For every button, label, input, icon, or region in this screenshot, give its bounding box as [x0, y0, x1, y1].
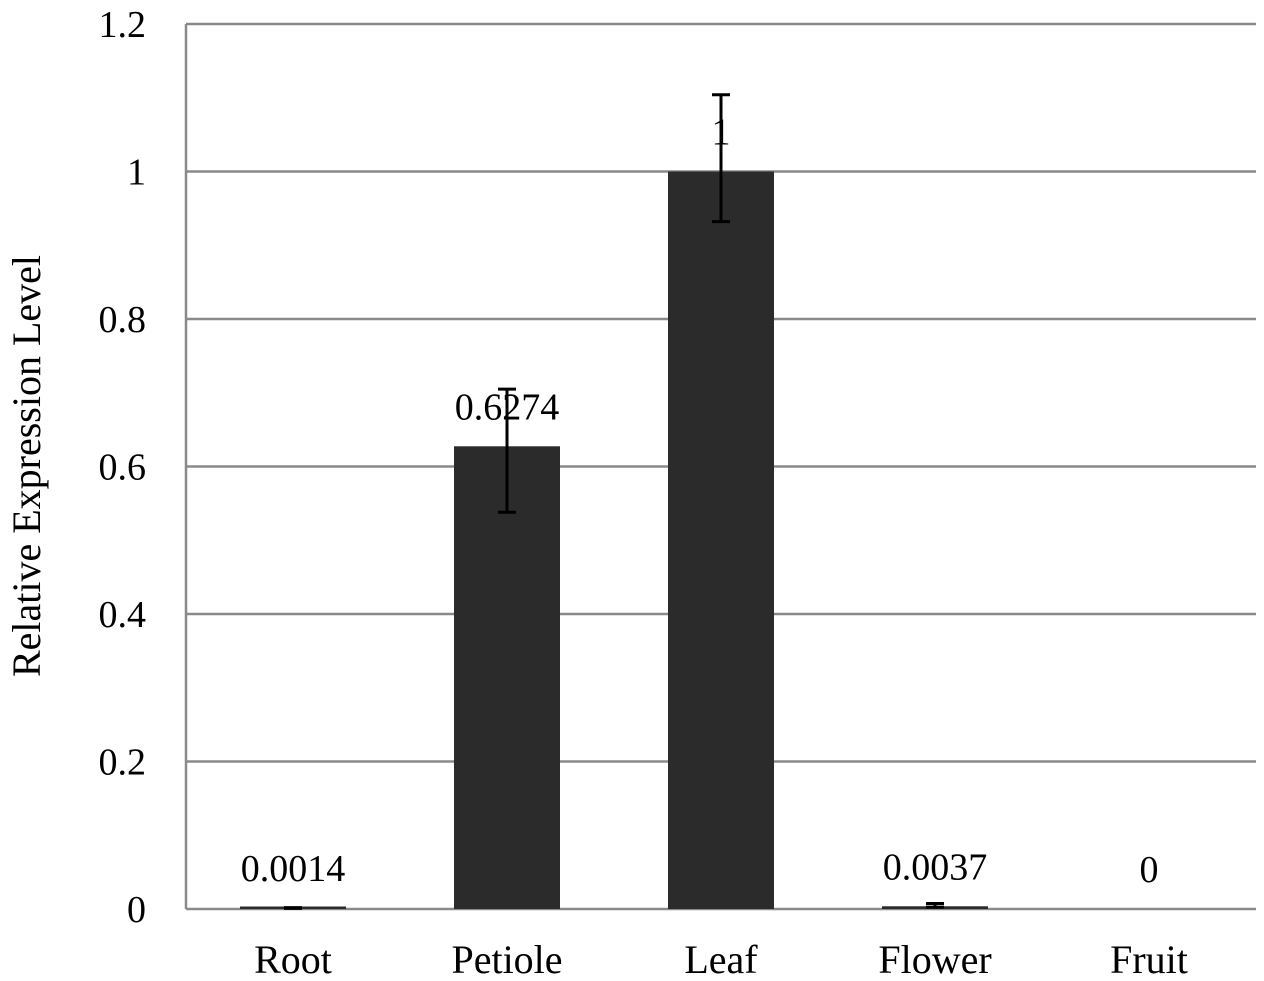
error-bar-flower [926, 901, 944, 909]
error-bar-root [284, 906, 302, 910]
bars [240, 171, 988, 909]
bar-petiole [454, 446, 560, 909]
y-tick-label: 0.2 [99, 742, 147, 784]
y-axis-title: Relative Expression Level [4, 255, 49, 677]
x-tick-label-leaf: Leaf [684, 937, 758, 981]
data-label-flower: 0.0037 [883, 846, 988, 888]
labels: 0 0.2 0.4 0.6 0.8 1 1.2 0.0014 Root 0.6274 Petiole… [99, 4, 1188, 981]
bar-leaf [668, 171, 774, 909]
y-tick-label: 0 [127, 889, 146, 931]
y-tick-label: 0.8 [99, 299, 147, 341]
x-tick-label-root: Root [254, 937, 332, 981]
y-tick-label: 0.4 [99, 594, 147, 636]
y-tick-label: 1.2 [99, 4, 147, 46]
x-tick-label-fruit: Fruit [1110, 937, 1188, 981]
x-tick-label-petiole: Petiole [451, 937, 562, 981]
error-bars [284, 93, 944, 910]
data-label-leaf: 1 [712, 112, 731, 154]
y-tick-label: 0.6 [99, 447, 147, 489]
data-label-root: 0.0014 [241, 848, 346, 890]
data-label-fruit: 0 [1140, 849, 1159, 891]
error-bar-leaf [712, 93, 730, 224]
error-bar-petiole [498, 387, 516, 514]
x-tick-label-flower: Flower [878, 937, 991, 981]
y-tick-label: 1 [127, 152, 146, 194]
data-label-petiole: 0.6274 [455, 386, 560, 428]
